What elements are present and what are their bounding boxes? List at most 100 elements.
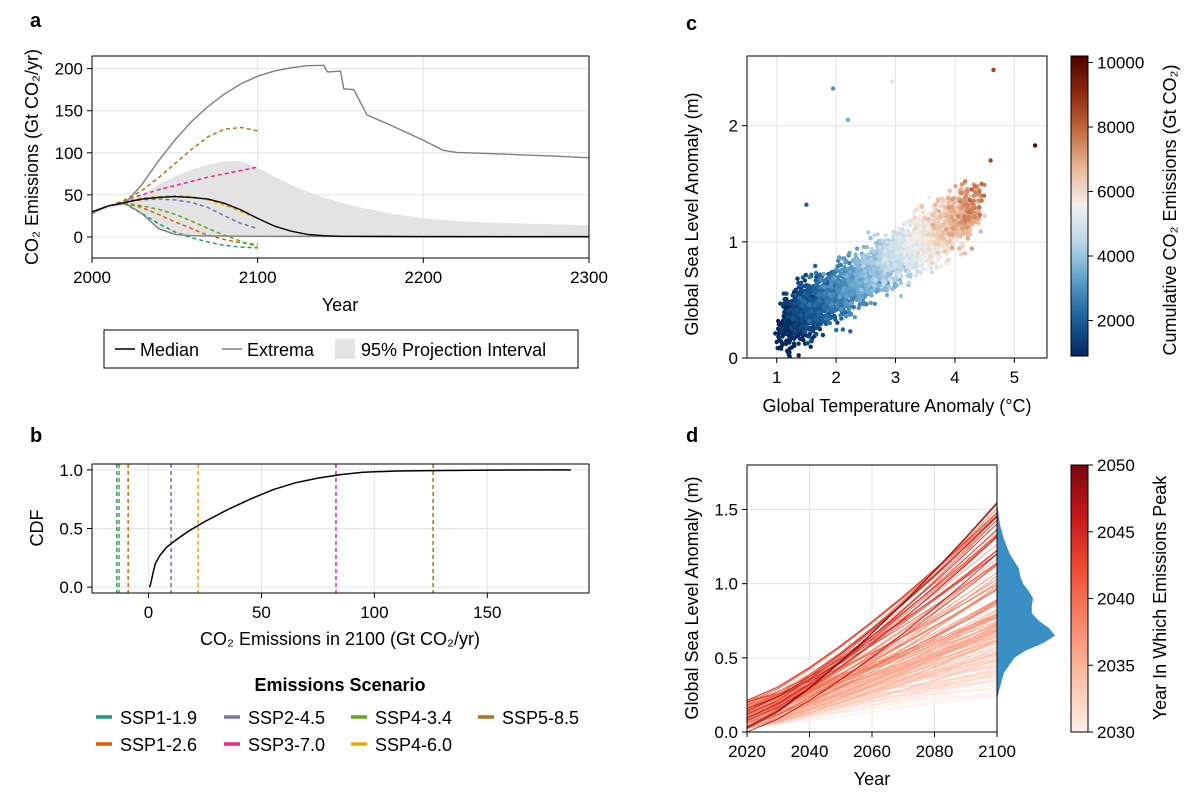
scatter-point — [873, 278, 879, 283]
sea-level-trajectory — [747, 639, 997, 729]
sea-level-trajectory — [747, 690, 997, 728]
legend-extrema-label: Extrema — [247, 340, 315, 360]
scatter-point — [843, 314, 849, 319]
scatter-point — [797, 295, 802, 301]
scatter-point — [960, 241, 966, 246]
scatter-point — [845, 117, 851, 123]
panel-c-ylabel: Global Sea Level Anomaly (m) — [682, 92, 702, 335]
scatter-point — [880, 238, 885, 243]
scatter-point — [814, 331, 819, 337]
scatter-point — [930, 222, 935, 228]
scatter-point — [959, 182, 965, 187]
panel-a-frame — [91, 55, 590, 259]
scatter-point — [942, 248, 948, 254]
scatter-point — [875, 248, 880, 254]
scatter-point — [926, 195, 932, 200]
scatter-point — [868, 257, 873, 262]
scatter-point — [793, 287, 798, 292]
scatter-point — [796, 353, 801, 358]
scenario-legend-title: Emissions Scenario — [254, 675, 425, 695]
scatter-point — [791, 362, 795, 366]
scatter-point — [898, 293, 904, 299]
panel-c-colorbar-tick-label: 10000 — [1097, 53, 1144, 72]
panel-d-colorbar-ticks: 2030 2035 2040 2045 2050 — [1088, 456, 1135, 742]
legend-interval-swatch — [335, 339, 355, 359]
scatter-point — [966, 215, 971, 220]
scatter-point — [902, 243, 907, 248]
scatter-point — [951, 218, 956, 223]
scatter-point — [784, 330, 790, 335]
scatter-point — [959, 252, 964, 257]
scatter-point — [991, 67, 996, 73]
panel-d-ylabel: Global Sea Level Anomaly (m) — [682, 476, 702, 719]
scatter-point — [854, 257, 860, 262]
scatter-point — [969, 246, 975, 251]
sea-level-trajectory — [747, 516, 997, 712]
scatter-point — [783, 359, 787, 363]
scatter-point — [938, 264, 944, 269]
scatter-point — [876, 284, 882, 289]
scatter-point — [937, 215, 942, 220]
panel-d-xtick-label: 2080 — [916, 742, 954, 761]
scatter-point — [806, 284, 811, 290]
panel-d-ytick-label: 0.5 — [714, 649, 738, 668]
scatter-point — [872, 283, 877, 288]
scatter-point — [851, 283, 856, 288]
scatter-point — [780, 331, 785, 336]
scatter-point — [965, 202, 970, 207]
scatter-point — [794, 307, 799, 312]
scatter-point — [920, 209, 925, 215]
scatter-point — [922, 224, 927, 229]
scatter-point — [779, 326, 784, 331]
scatter-point — [896, 240, 901, 246]
panel-d-colorbar-tick-label: 2050 — [1097, 456, 1135, 475]
scatter-point — [827, 292, 833, 297]
scatter-point — [863, 274, 868, 279]
scatter-point — [782, 297, 787, 302]
scatter-point — [847, 312, 853, 317]
scatter-point — [799, 303, 805, 308]
scatter-point — [1032, 143, 1038, 148]
scatter-point — [821, 305, 826, 310]
scatter-point — [892, 262, 898, 267]
scatter-point — [885, 261, 890, 266]
scatter-point — [936, 209, 942, 214]
scatter-point — [884, 268, 889, 273]
scatter-point — [918, 259, 923, 265]
scatter-point — [779, 339, 784, 345]
scatter-point — [949, 214, 954, 220]
scatter-point — [786, 301, 791, 306]
scatter-point — [864, 244, 870, 250]
scatter-point — [841, 288, 846, 293]
scatter-point — [791, 309, 796, 314]
scatter-point — [965, 236, 970, 241]
scatter-point — [863, 278, 868, 284]
scatter-point — [981, 193, 987, 198]
scatter-point — [939, 203, 945, 209]
scatter-point — [889, 241, 894, 247]
scatter-point — [857, 298, 863, 303]
scatter-point — [915, 206, 920, 212]
scenario-legend-label: SSP4-3.4 — [375, 708, 452, 728]
sea-level-trajectory — [747, 503, 997, 728]
scenario-legend-label: SSP5-8.5 — [502, 708, 579, 728]
panel-a-xtick-label: 2000 — [73, 268, 111, 287]
scatter-point — [853, 252, 858, 257]
scatter-point — [963, 194, 968, 199]
scatter-point — [897, 226, 902, 231]
panel-c-ytick-label: 2 — [729, 117, 738, 136]
panel-d-density — [997, 502, 1055, 700]
scatter-point — [947, 188, 952, 194]
scatter-point — [946, 196, 951, 201]
panel-letter-d: d — [686, 425, 698, 447]
scatter-point — [811, 284, 816, 289]
panel-a-ytick-label: 100 — [55, 144, 83, 163]
scatter-point — [878, 268, 883, 274]
sea-level-trajectory — [747, 613, 997, 728]
scatter-point — [827, 320, 832, 326]
scatter-point — [837, 256, 842, 261]
scatter-point — [859, 287, 864, 292]
scatter-point — [835, 320, 840, 325]
scatter-point — [852, 315, 857, 320]
scatter-point — [912, 215, 917, 220]
